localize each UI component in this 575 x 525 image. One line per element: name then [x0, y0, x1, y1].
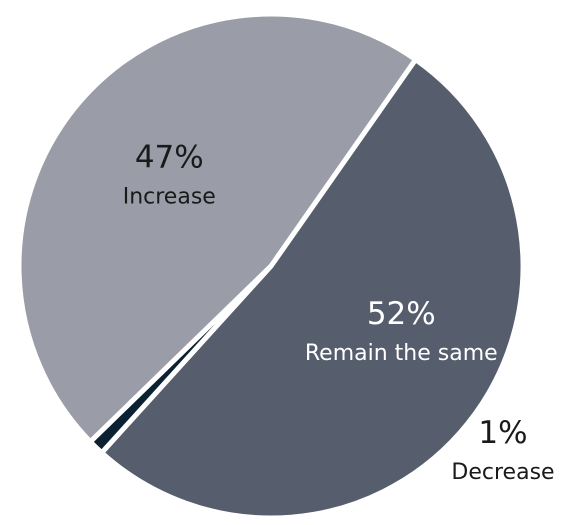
slice-value-label-remain-the-same: 52% — [367, 296, 436, 332]
slice-category-label-increase: Increase — [123, 184, 216, 209]
slice-category-label-decrease: Decrease — [451, 460, 554, 485]
slice-value-label-increase: 47% — [135, 139, 204, 175]
pie-slice-remain-the-same — [98, 56, 526, 521]
slice-category-label-remain-the-same: Remain the same — [305, 341, 498, 366]
slice-value-label-decrease: 1% — [478, 415, 527, 451]
pie-slice-increase — [16, 11, 420, 446]
